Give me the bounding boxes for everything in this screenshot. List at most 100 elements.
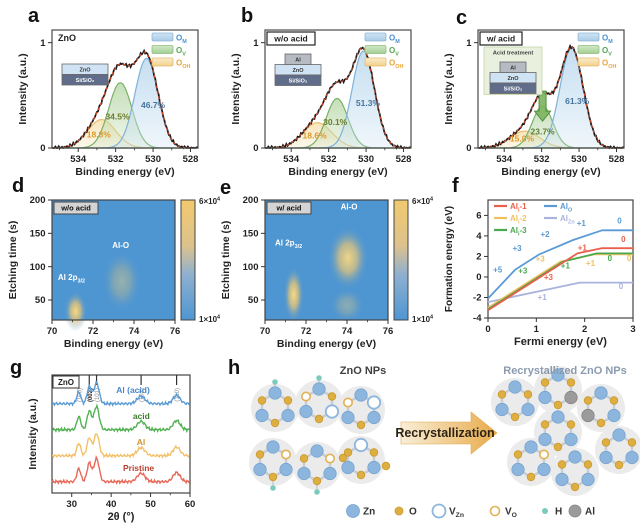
svg-text:+5: +5 [493,265,503,274]
svg-text:530: 530 [358,154,374,165]
o-atom [526,472,536,482]
o-atom [553,400,563,410]
svg-text:4: 4 [476,231,482,242]
svg-text:6×104: 6×104 [199,197,220,207]
xrd-trace [51,403,190,434]
zn-atom [521,402,535,417]
svg-text:Al: Al [137,437,146,447]
legend-swatch [577,57,600,67]
o-atom [513,450,523,459]
svg-text:+1: +1 [561,262,571,271]
zn-atom [266,440,280,454]
h-legend-icon [542,508,548,514]
svg-text:OOH: OOH [389,59,403,71]
svg-text:Intensity (a.u.): Intensity (a.u.) [443,53,455,124]
svg-text:50: 50 [248,295,259,306]
zn-atom [255,408,269,423]
svg-text:OOH: OOH [176,59,190,71]
xrd-trace [51,433,190,459]
intensity-blob [102,250,142,312]
svg-text:534: 534 [496,154,513,165]
svg-text:w/o acid: w/o acid [60,204,91,213]
decrease-arrow-icon [533,90,552,122]
o-atom [343,448,353,457]
recrystallization-arrow-icon [400,411,498,455]
svg-text:(002): (002) [88,388,94,402]
svg-text:Binding energy (eV): Binding energy (eV) [64,338,163,350]
svg-text:528: 528 [183,154,199,165]
o-atom [255,450,265,459]
schematic-area: ZnO NPs Recrystallized ZnO NPs Recrystalli… [249,365,640,519]
svg-text:+1: +1 [538,293,548,302]
svg-text:1: 1 [534,324,540,335]
svg-text:534: 534 [283,154,300,165]
colorbar [180,199,196,321]
svg-text:Fermi energy (eV): Fermi energy (eV) [514,336,607,348]
plot-area-b: 18.6% 30.1% 51.3% 534 532 530 528 0 1 Binding ene… [230,29,412,178]
panel-letter-b: b [241,5,254,27]
svg-text:OM: OM [176,34,187,46]
zn-atom [299,404,313,419]
zn-atom [253,462,267,477]
o-atom [583,460,593,469]
o-atom [566,420,576,429]
zn-legend-icon [346,504,360,518]
zn-atom [495,402,509,417]
stack-layer [489,82,537,94]
svg-text:AlO: AlO [560,202,572,214]
heatmap-area-d: Al 2p3/2 Al-O 70 72 74 76 50 100 150 200 Binding e… [7,195,220,350]
o-atom [540,420,550,429]
plot-area-a: 18.8% 34.5% 46.7% 534 532 530 528 0 1 Binding ene… [17,29,199,178]
o-atom [257,396,267,405]
o-atom [283,396,293,405]
svg-text:w/o acid: w/o acid [273,34,308,44]
svg-text:1: 1 [466,38,472,49]
xps-spectrum-wo-acid-chart: 18.6% 30.1% 51.3% 534 532 530 528 0 1 Binding ene… [230,29,412,178]
o-atom [553,442,563,452]
zn-atom [581,472,595,487]
panel-letter-e: e [220,177,232,199]
zn-vacancy [353,437,369,453]
svg-text:1×104: 1×104 [199,315,220,325]
o-atom [327,392,337,401]
svg-text:Si/SiO₂: Si/SiO₂ [76,78,95,84]
heatmap-area-e: Al 2p3/2 Al-O 70 72 74 76 50 100 150 200 Binding e… [220,195,433,350]
svg-text:61.3%: 61.3% [565,96,590,106]
svg-text:Si/SiO₂: Si/SiO₂ [289,78,308,84]
svg-text:VO: VO [505,507,517,520]
svg-text:Etching time (s): Etching time (s) [7,221,19,300]
svg-text:(101): (101) [95,388,101,402]
vo-legend-icon [489,505,501,517]
svg-text:OV: OV [602,46,612,58]
svg-text:530: 530 [571,154,587,165]
zn-atom [323,466,337,481]
svg-text:0: 0 [619,282,624,291]
fit-curve [264,47,411,149]
o-vacancy [280,449,291,460]
svg-text:2: 2 [582,324,587,335]
svg-text:(102): (102) [140,388,146,402]
panel-letter-h: h [228,357,241,379]
svg-text:0: 0 [617,217,622,226]
svg-text:76: 76 [170,326,181,337]
fit-curve [52,51,198,149]
svg-text:-2: -2 [473,293,481,304]
svg-text:Recrystallized ZnO NPs: Recrystallized ZnO NPs [503,365,627,377]
svg-text:6: 6 [476,211,481,222]
plot-area-f: +5 +3 +2 +1 0 +3 +1 0 +3 +1 0 +3 +1 0 +1 0 Ali-1Ali-2Ali… [444,199,636,348]
o-atom [312,476,322,486]
svg-text:OM: OM [389,34,400,46]
svg-text:18.6%: 18.6% [303,131,328,141]
svg-text:0: 0 [627,254,632,263]
svg-text:Ali-1: Ali-1 [510,202,527,214]
svg-text:532: 532 [321,154,337,165]
xrd-trace [51,380,190,407]
svg-text:OM: OM [602,34,613,46]
svg-text:Binding energy (eV): Binding energy (eV) [288,166,387,178]
series-line [487,281,633,303]
svg-text:72: 72 [88,326,99,337]
formation-energy-chart: +5 +3 +2 +1 0 +3 +1 0 +3 +1 0 +3 +1 0 +1 0 Ali-1Ali-2Ali… [444,199,636,348]
svg-text:74: 74 [129,326,140,337]
o-atom [601,438,611,447]
zn-atom [524,440,538,454]
